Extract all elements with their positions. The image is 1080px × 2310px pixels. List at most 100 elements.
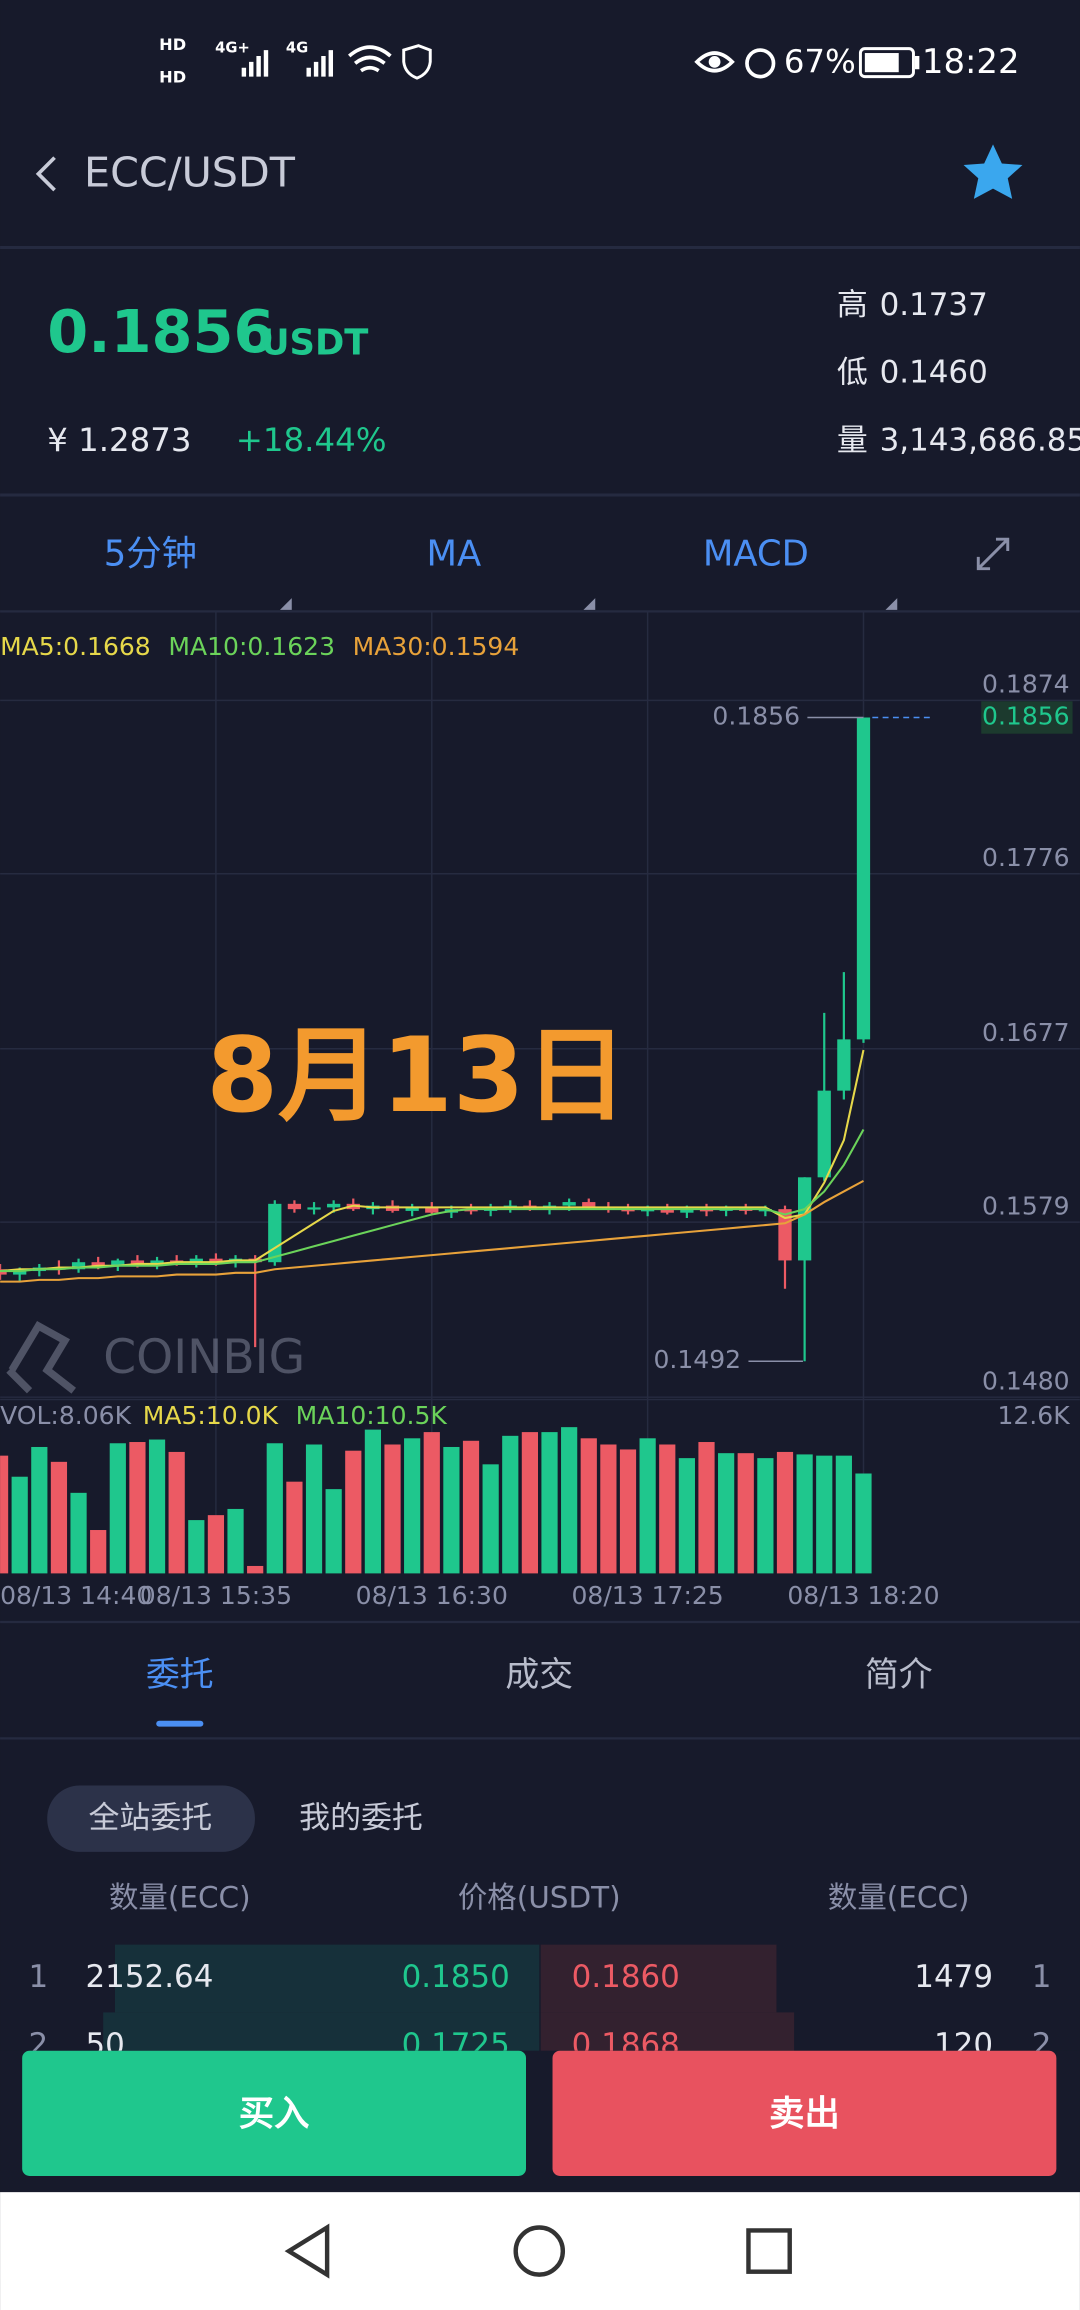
- volume-bar: [521, 1432, 538, 1574]
- volume-bar: [325, 1489, 342, 1574]
- sell-button[interactable]: [552, 2050, 1057, 2176]
- volume-bar: [0, 1455, 9, 1574]
- max-label: 0.1856: [712, 701, 800, 730]
- volume-tick-label: 12.6K: [997, 1401, 1070, 1430]
- candle-body: [464, 1209, 478, 1212]
- column-header: 数量(ECC): [109, 1880, 251, 1914]
- sim-label: HD: [159, 68, 186, 87]
- ma-legend: MA10:0.1623: [168, 632, 335, 661]
- candle-body: [425, 1207, 439, 1213]
- volume-bar: [737, 1453, 754, 1574]
- volume-bar: [286, 1481, 303, 1574]
- row-index: 1: [29, 1959, 49, 1995]
- volume-bar: [305, 1444, 323, 1574]
- volume-bar: [835, 1455, 852, 1574]
- y-tick-label: 0.1579: [982, 1191, 1070, 1220]
- nav-recent[interactable]: [746, 2228, 792, 2274]
- candle-body: [268, 1203, 282, 1263]
- x-tick-label: 08/13 17:25: [572, 1581, 724, 1610]
- signal-icon: [241, 50, 269, 77]
- volume-bar: [148, 1439, 166, 1574]
- ask-depth: [540, 2012, 795, 2057]
- volume-ma-legend: MA5:10.0K: [143, 1401, 279, 1430]
- last-price: 0.1856: [47, 297, 274, 366]
- min-label: 0.1492: [654, 1345, 742, 1374]
- subtab[interactable]: 全站委托: [88, 1800, 212, 1836]
- ma-line: [0, 1049, 865, 1273]
- volume-bar: [776, 1451, 794, 1574]
- x-tick-label: 08/13 15:35: [140, 1581, 292, 1610]
- high-value: 0.1737: [880, 287, 988, 323]
- last-price-box: [981, 701, 1073, 734]
- row-index: 1: [1032, 1959, 1052, 1995]
- bid-price: 0.1850: [402, 1959, 510, 1995]
- candle-body: [699, 1209, 714, 1212]
- y-tick-label: 0.1776: [982, 843, 1070, 872]
- fullscreen-button[interactable]: [976, 537, 1010, 571]
- volume-bar: [561, 1427, 578, 1574]
- y-tick-label: 0.1677: [982, 1018, 1070, 1047]
- nav-home[interactable]: [513, 2225, 566, 2277]
- navigation-bar: [0, 2192, 1080, 2310]
- ask-depth: [540, 1944, 777, 2013]
- high-label: 高: [837, 287, 868, 323]
- interval-tab[interactable]: 5分钟: [104, 533, 197, 574]
- candle-body: [582, 1202, 596, 1208]
- subtab[interactable]: 我的委托: [299, 1800, 423, 1836]
- volume-bar: [404, 1438, 421, 1574]
- volume-bar: [855, 1473, 872, 1574]
- volume-bar: [482, 1464, 499, 1574]
- bid-depth: [103, 2012, 540, 2057]
- watermark-text: COINBIG: [103, 1330, 305, 1385]
- volume-bar: [796, 1454, 813, 1574]
- buy-button[interactable]: [22, 2050, 527, 2176]
- ma-line: [0, 1129, 865, 1273]
- ask-amount: 1479: [914, 1959, 993, 1995]
- volume-label: 量: [837, 422, 868, 458]
- bid-depth: [114, 1944, 540, 2013]
- indicator-tab[interactable]: MACD: [703, 533, 809, 574]
- volume-bar: [698, 1442, 715, 1574]
- back-button[interactable]: [35, 156, 56, 192]
- candle-body: [327, 1203, 341, 1208]
- wifi-icon: [348, 45, 392, 73]
- ask-price: 0.1860: [572, 1959, 680, 1995]
- y-tick-label: 0.1874: [982, 670, 1070, 699]
- y-tick-label: 0.1480: [982, 1366, 1070, 1395]
- candle-body: [660, 1209, 674, 1213]
- volume-bar: [364, 1429, 382, 1574]
- nav-back[interactable]: [284, 2223, 330, 2279]
- change-percent: +18.44%: [236, 421, 387, 459]
- candle-body: [209, 1258, 223, 1263]
- favorite-star[interactable]: [963, 144, 1023, 199]
- subtab-pill: [47, 1785, 255, 1852]
- bid-amount: 2152.64: [86, 1959, 214, 1995]
- sell-label: 卖出: [769, 2094, 840, 2135]
- section-tab[interactable]: 委托: [146, 1655, 214, 1694]
- candle-body: [758, 1209, 773, 1212]
- x-tick-label: 08/13 14:40: [0, 1581, 152, 1610]
- volume-bar: [541, 1432, 558, 1574]
- candle-body: [621, 1209, 635, 1212]
- section-tab[interactable]: 简介: [865, 1655, 933, 1694]
- volume-bar: [188, 1520, 205, 1574]
- date-overlay: 8月13日: [206, 1016, 627, 1136]
- column-header: 数量(ECC): [828, 1880, 970, 1914]
- ma-legend: MA5:0.1668: [0, 632, 151, 661]
- section-tab[interactable]: 成交: [505, 1655, 573, 1694]
- volume-bar: [639, 1438, 656, 1574]
- network-label: 4G: [286, 40, 308, 57]
- battery-percent: 67%: [784, 42, 856, 80]
- status-bar: HD HD 4G+ 4G 67% 18:22: [159, 35, 1019, 86]
- ma-line: [0, 1179, 864, 1283]
- battery-level: [864, 53, 899, 73]
- order-row: 1 2152.64 0.1850 0.1860 1479 1: [29, 1959, 1052, 1995]
- candle-body: [797, 1177, 812, 1261]
- candle-body: [837, 1039, 851, 1091]
- shield-icon: [402, 44, 432, 80]
- candle-body: [817, 1090, 831, 1178]
- indicator-tab[interactable]: MA: [426, 533, 481, 574]
- volume-bar: [619, 1449, 637, 1574]
